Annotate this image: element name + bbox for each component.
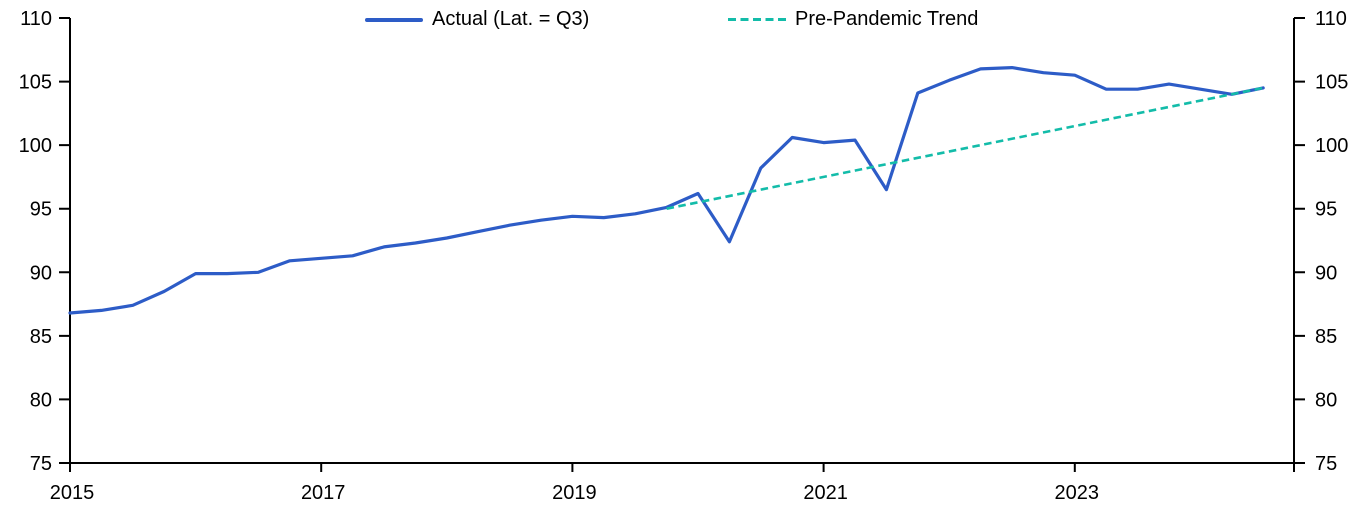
trend-series-line (666, 86, 1264, 210)
x-axis-label: 2019 (552, 482, 597, 504)
legend-label-trend: Pre-Pandemic Trend (795, 8, 979, 30)
y-axis-label-right: 85 (1315, 326, 1337, 348)
y-axis-label-right: 95 (1315, 199, 1337, 221)
y-axis-label-left: 75 (30, 453, 52, 475)
x-axis-label: 2017 (301, 482, 346, 504)
y-axis-label-left: 105 (19, 72, 52, 94)
legend-line-sample-actual (365, 17, 423, 22)
legend-item-actual: Actual (Lat. = Q3) (365, 8, 589, 31)
axes (69, 18, 1295, 472)
y-axis-label-left: 110 (20, 8, 52, 30)
y-axis-label-right: 100 (1315, 135, 1348, 157)
y-axis-label-left: 95 (30, 199, 52, 221)
legend-line-sample-trend (728, 18, 786, 21)
y-axis-label-left: 85 (30, 326, 52, 348)
actual-series-line (68, 65, 1265, 315)
y-axis-label-right: 105 (1315, 72, 1348, 94)
legend-label-actual: Actual (Lat. = Q3) (432, 8, 590, 30)
y-axis-label-left: 80 (30, 389, 52, 411)
y-axis-label-right: 75 (1315, 453, 1337, 475)
y-axis-label-right: 90 (1315, 262, 1337, 284)
y-axis-label-right: 80 (1315, 389, 1337, 411)
y-axis-label-right: 110 (1315, 8, 1347, 30)
legend-item-trend: Pre-Pandemic Trend (728, 8, 978, 31)
x-axis-label: 2021 (803, 482, 848, 504)
y-axis-label-left: 100 (19, 135, 52, 157)
x-axis-label: 2015 (50, 482, 95, 504)
x-axis-label: 2023 (1055, 482, 1100, 504)
y-axis-label-left: 90 (30, 262, 52, 284)
